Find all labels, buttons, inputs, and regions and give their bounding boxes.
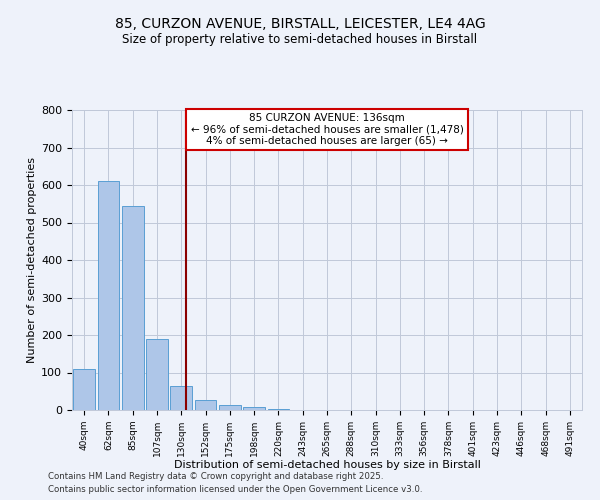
Text: Contains HM Land Registry data © Crown copyright and database right 2025.: Contains HM Land Registry data © Crown c… bbox=[48, 472, 383, 481]
Bar bbox=[268, 408, 289, 410]
Bar bbox=[73, 369, 95, 410]
Y-axis label: Number of semi-detached properties: Number of semi-detached properties bbox=[27, 157, 37, 363]
Text: Size of property relative to semi-detached houses in Birstall: Size of property relative to semi-detach… bbox=[122, 32, 478, 46]
Text: 85, CURZON AVENUE, BIRSTALL, LEICESTER, LE4 4AG: 85, CURZON AVENUE, BIRSTALL, LEICESTER, … bbox=[115, 18, 485, 32]
Bar bbox=[243, 407, 265, 410]
Bar bbox=[146, 339, 168, 410]
Bar bbox=[194, 400, 217, 410]
X-axis label: Distribution of semi-detached houses by size in Birstall: Distribution of semi-detached houses by … bbox=[173, 460, 481, 470]
Bar bbox=[170, 386, 192, 410]
Bar bbox=[122, 206, 143, 410]
Text: Contains public sector information licensed under the Open Government Licence v3: Contains public sector information licen… bbox=[48, 484, 422, 494]
Text: 85 CURZON AVENUE: 136sqm
← 96% of semi-detached houses are smaller (1,478)
4% of: 85 CURZON AVENUE: 136sqm ← 96% of semi-d… bbox=[191, 113, 463, 146]
Bar bbox=[219, 405, 241, 410]
Bar bbox=[97, 181, 119, 410]
